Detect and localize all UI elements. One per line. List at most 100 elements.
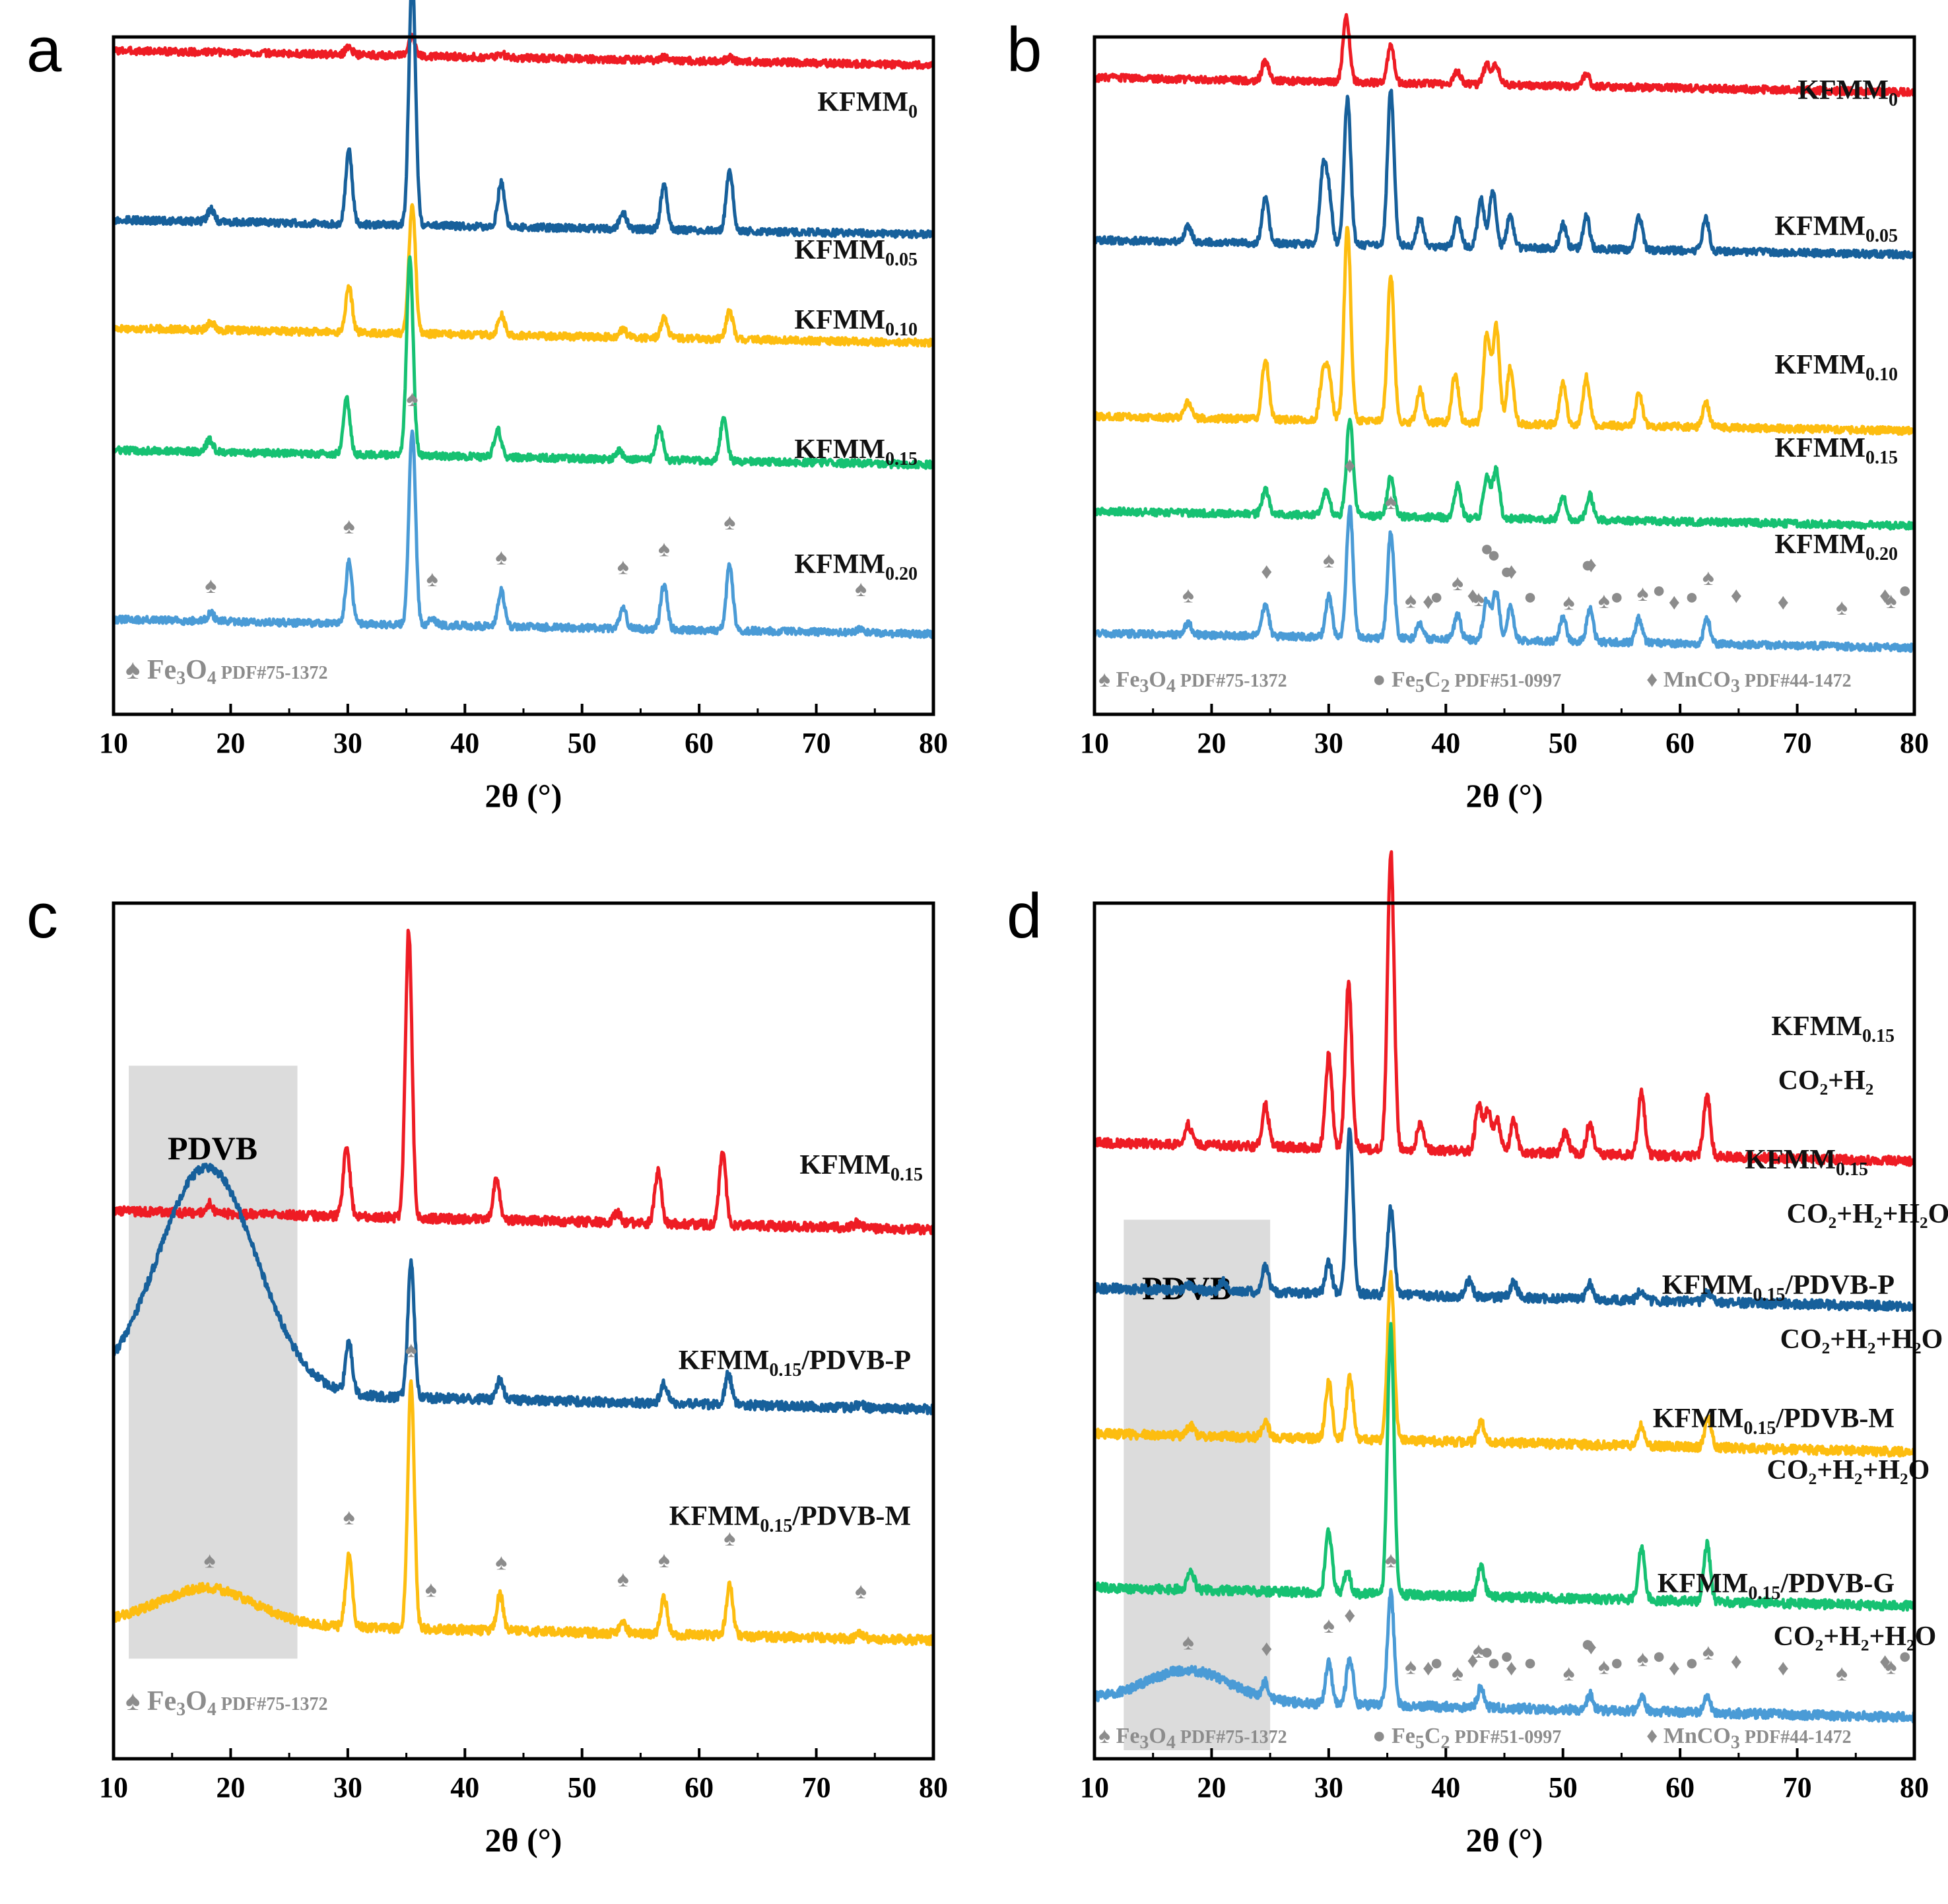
spade-marker: ♠ — [1452, 571, 1463, 595]
x-tick-label: 10 — [1080, 727, 1109, 759]
x-tick-label: 10 — [99, 727, 128, 759]
spade-marker: ♠ — [723, 1526, 735, 1551]
circle-marker: ● — [1524, 1650, 1537, 1675]
spade-marker: ♠ — [1598, 589, 1610, 613]
spade-marker: ♠ — [1836, 595, 1848, 620]
pdvb-label: PDVB — [168, 1130, 257, 1167]
diamond-marker: ♦ — [1261, 560, 1272, 584]
x-tick-label: 50 — [568, 1771, 597, 1804]
x-tick-label: 10 — [99, 1771, 128, 1804]
spade-marker: ♠ — [343, 514, 355, 539]
diamond-marker: ♦ — [1879, 1649, 1891, 1674]
circle-marker: ● — [1652, 578, 1666, 603]
pdvb-shaded-region — [1124, 1219, 1271, 1751]
diamond-marker: ♦ — [1467, 584, 1478, 608]
spade-marker: ♠ — [1885, 1654, 1897, 1679]
trace-label: KFMM0.05 — [1774, 211, 1898, 246]
x-tick-label: 40 — [1431, 1771, 1460, 1804]
diamond-marker: ♦ — [1778, 590, 1789, 615]
trace-label: KFMM0.15/PDVB-P — [1662, 1270, 1895, 1305]
spade-marker: ♠ — [1702, 1640, 1714, 1664]
trace-label: KFMM0.15 — [1771, 1011, 1895, 1046]
spade-marker: ♠ — [1452, 1661, 1463, 1685]
phase-legend: ♦ MnCO3 PDF#44-1472 — [1646, 1724, 1852, 1753]
trace-condition-label: CO₂+H₂+H₂O — [1774, 1621, 1937, 1652]
xrd-trace-3 — [112, 203, 935, 348]
spade-marker: ♠ — [203, 1548, 215, 1573]
x-axis-title: 2θ (°) — [1466, 1821, 1543, 1858]
spade-marker: ♠ — [1405, 588, 1417, 613]
circle-marker: ● — [1581, 1632, 1595, 1656]
circle-marker: ● — [1500, 560, 1514, 584]
trace-label: KFMM0.15 — [799, 1150, 923, 1185]
xrd-trace-2 — [112, 0, 935, 240]
x-tick-label: 80 — [919, 1771, 948, 1804]
spade-marker: ♠ — [1563, 1661, 1575, 1685]
spade-marker: ♠ — [617, 1567, 629, 1592]
x-tick-label: 60 — [685, 727, 714, 759]
spade-marker: ♠ — [1836, 1661, 1848, 1685]
x-tick-label: 30 — [333, 1771, 362, 1804]
x-tick-label: 60 — [1665, 1771, 1695, 1804]
xrd-trace-1 — [112, 32, 935, 70]
spade-marker: ♠ — [1473, 1639, 1485, 1663]
spade-marker: ♠ — [1885, 589, 1897, 613]
spade-marker: ♠ — [343, 1505, 355, 1530]
panel-b: b KFMM0 KFMM0.05 KFMM0.10 KFMM0.15 KFMM0.20 ♠ ♠… — [1007, 13, 1929, 814]
diamond-marker: ♦ — [1423, 590, 1434, 614]
circle-marker: ● — [1610, 585, 1624, 609]
panel-letter: c — [26, 881, 58, 951]
x-tick-label: 20 — [1197, 1771, 1226, 1804]
trace-condition-label: CO₂+H₂+H₂O — [1767, 1455, 1930, 1485]
x-tick-label: 80 — [1900, 727, 1929, 759]
spade-marker: ♠ — [1473, 587, 1485, 611]
x-tick-label: 50 — [1549, 1771, 1578, 1804]
spade-marker: ♠ — [617, 555, 629, 580]
diamond-marker: ♦ — [1506, 560, 1517, 584]
panel-letter: a — [26, 15, 62, 85]
xrd-trace-5 — [1093, 1588, 1916, 1724]
trace-label: KFMM0.20 — [1774, 529, 1898, 564]
panel-letter: b — [1007, 15, 1042, 85]
x-tick-label: 30 — [1314, 727, 1343, 759]
spade-marker: ♠ — [1636, 1647, 1648, 1671]
spade-marker: ♠ — [425, 1578, 437, 1602]
xrd-trace-5 — [1092, 504, 1916, 653]
x-axis-title: 2θ (°) — [485, 1821, 562, 1858]
circle-marker: ● — [1898, 1644, 1912, 1668]
panel-a: aKFMM0KFMM0.05KFMM0.10KFMM0.15KFMM0.20♠♠… — [26, 0, 948, 814]
spade-marker: ♠ — [1598, 1654, 1610, 1679]
xrd-trace-4 — [112, 255, 935, 470]
trace-label: KFMM0.15 — [1774, 433, 1898, 468]
trace-label: KFMM0.10 — [794, 305, 918, 340]
spade-marker: ♠ — [1385, 490, 1397, 514]
diamond-marker: ♦ — [1879, 584, 1891, 608]
spade-marker: ♠ — [405, 1338, 417, 1362]
phase-legend: ♦ MnCO3 PDF#44-1472 — [1646, 667, 1852, 697]
spade-marker: ♠ — [1182, 1631, 1194, 1655]
x-tick-label: 70 — [802, 727, 831, 759]
phase-legend: ♠ Fe3O4 PDF#75-1372 — [1098, 1724, 1287, 1753]
xrd-trace-4 — [1092, 1322, 1916, 1612]
spade-marker: ♠ — [1405, 1654, 1417, 1679]
trace-condition-label: CO₂+H₂+H₂O — [1780, 1324, 1943, 1355]
x-tick-label: 70 — [1783, 727, 1812, 759]
trace-label: KFMM0.15 — [1745, 1145, 1868, 1180]
xrd-trace-2 — [112, 1163, 935, 1415]
circle-marker: ● — [1610, 1650, 1624, 1675]
phase-legend: ● Fe5C2 PDF#51-0997 — [1372, 1724, 1561, 1753]
spade-marker: ♠ — [495, 545, 507, 570]
trace-label: KFMM0.15 — [794, 434, 918, 469]
xrd-trace-4 — [1092, 417, 1916, 531]
trace-label: KFMM0 — [817, 87, 918, 122]
xrd-trace-2 — [1093, 88, 1916, 260]
xrd-trace-2 — [1093, 1127, 1916, 1312]
spade-marker: ♠ — [1323, 1614, 1335, 1638]
spade-marker: ♠ — [1385, 1548, 1397, 1573]
trace-condition-label: CO₂+H₂+H₂O — [1787, 1199, 1948, 1229]
circle-marker: ● — [1685, 585, 1699, 609]
circle-marker: ● — [1500, 1644, 1514, 1668]
diamond-marker: ♦ — [1261, 1637, 1272, 1661]
circle-marker: ● — [1652, 1644, 1666, 1668]
circle-marker: ● — [1898, 578, 1912, 603]
